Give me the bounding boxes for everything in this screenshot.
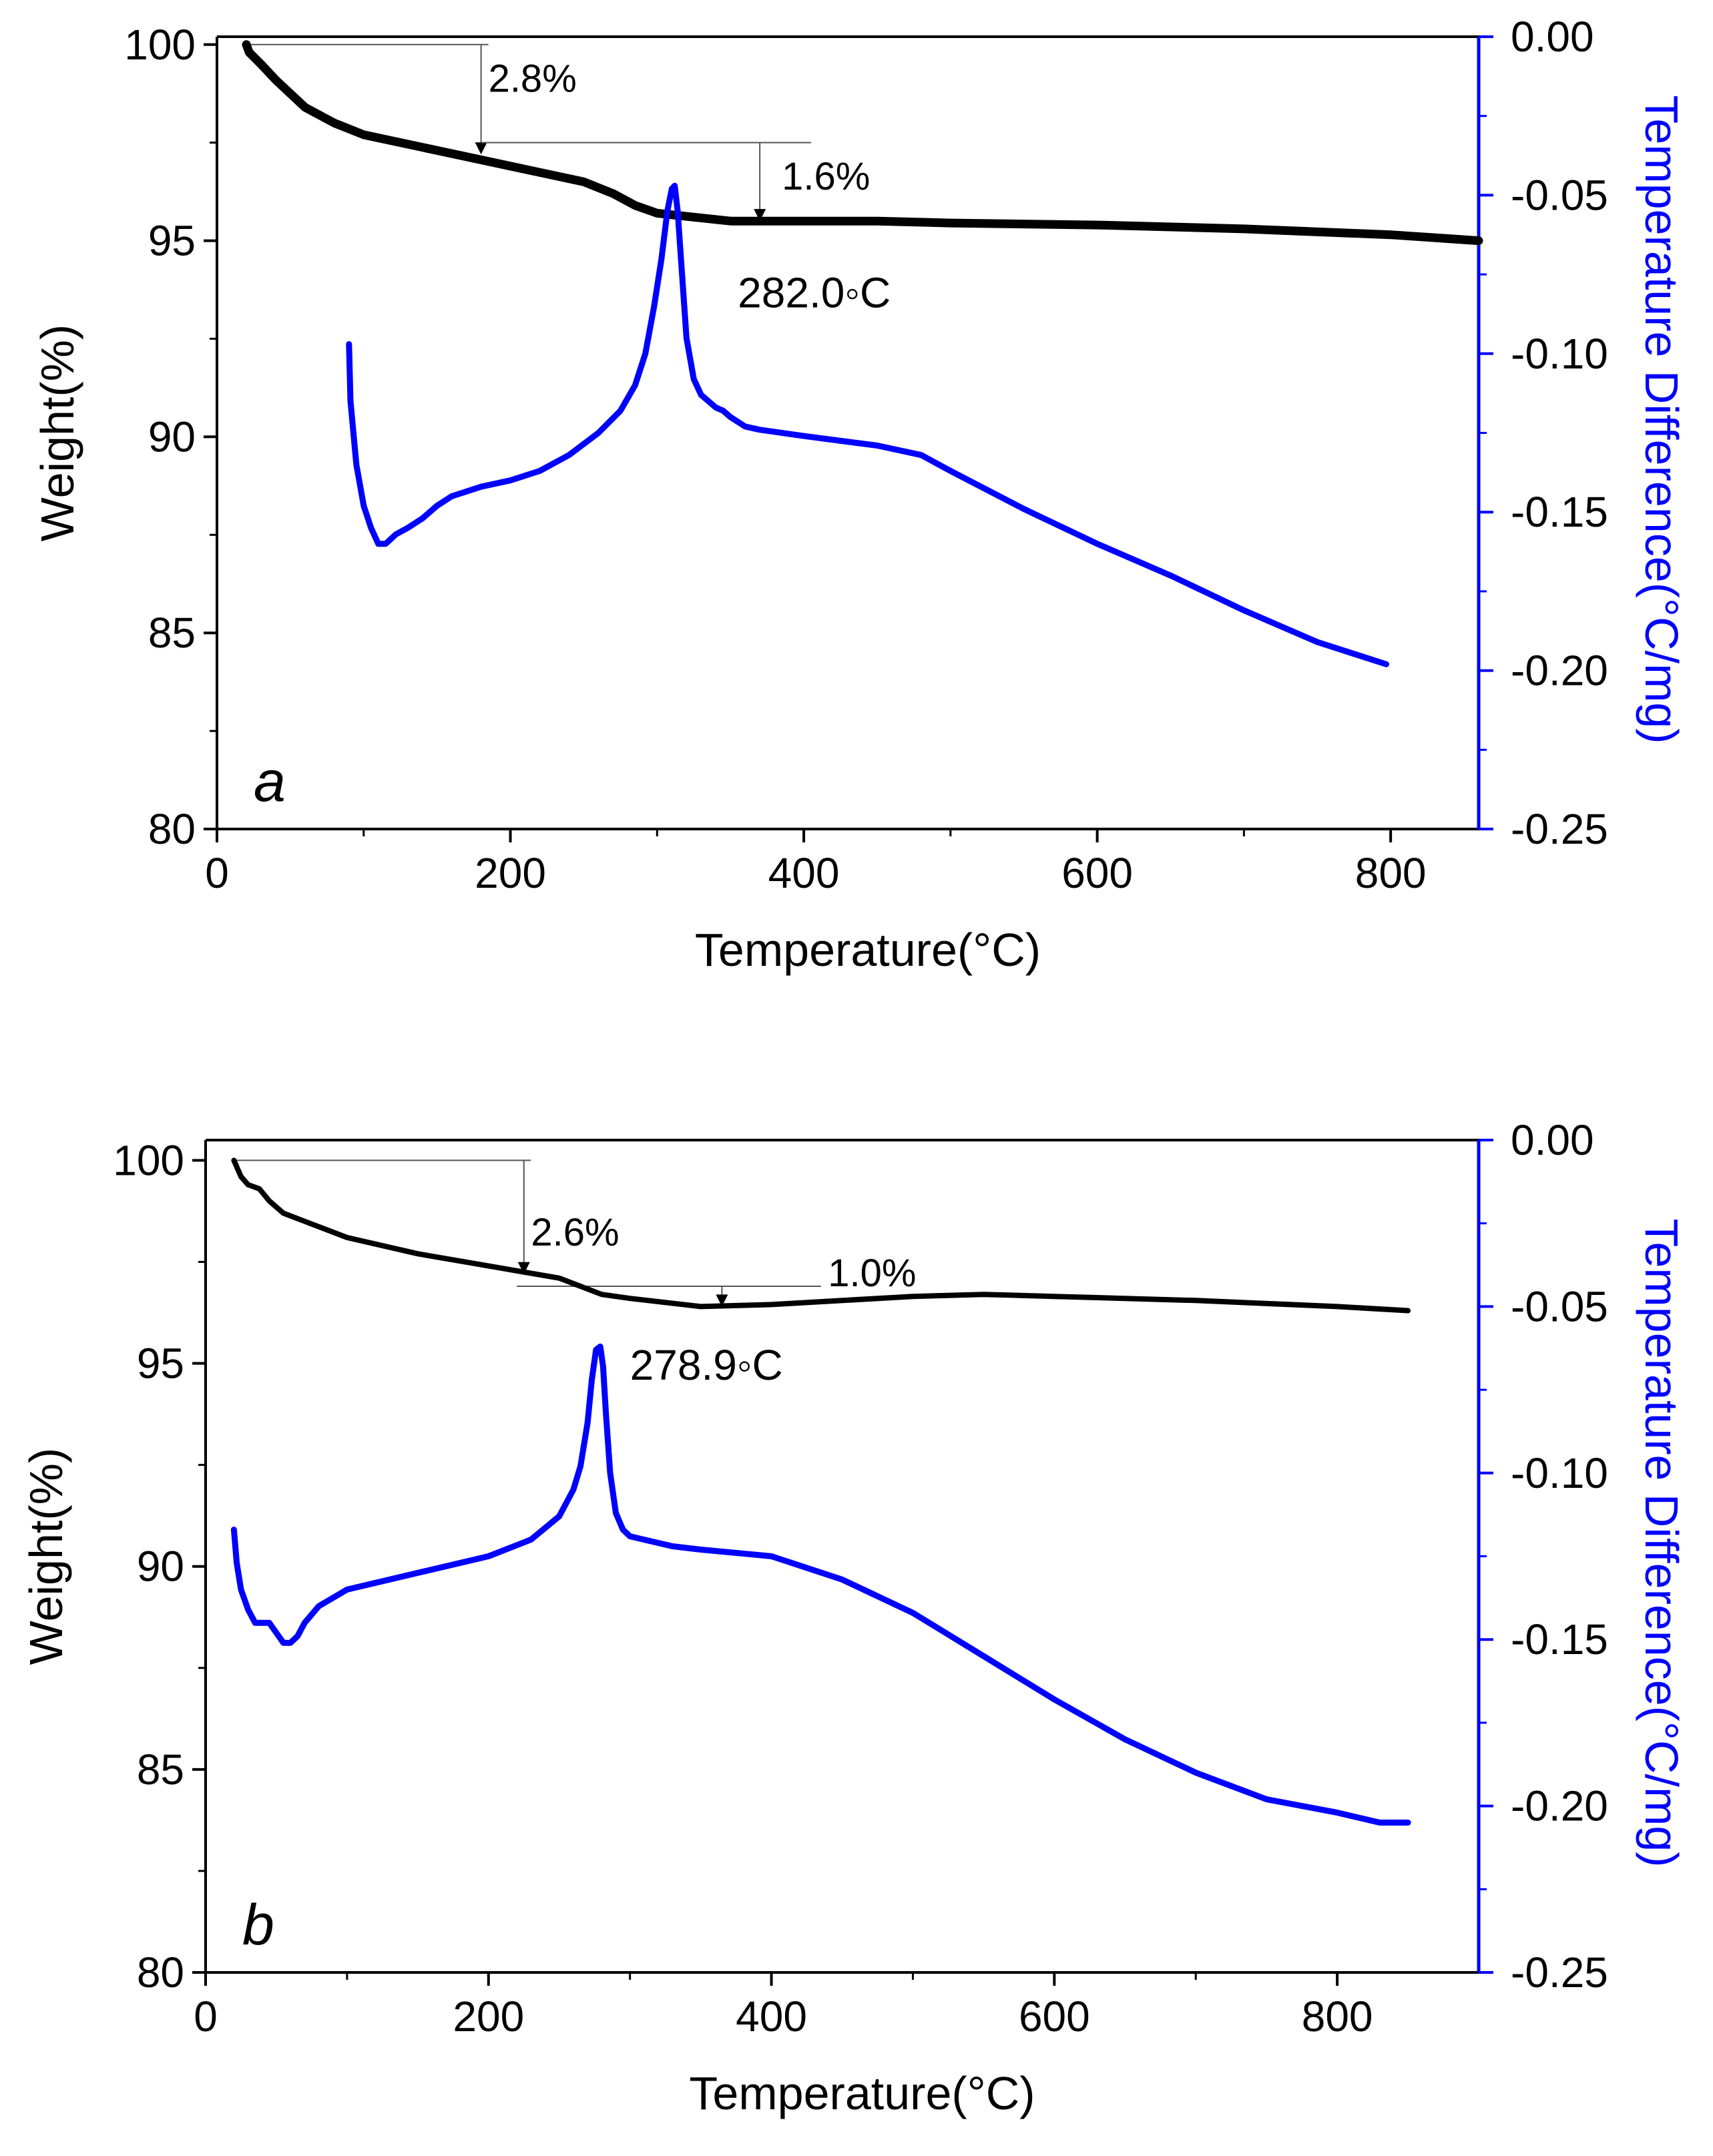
y-axis-title: Weight(%) — [20, 1448, 72, 1665]
weight-curve — [242, 40, 1483, 246]
x-tick-label: 800 — [1302, 1992, 1373, 2041]
y2-axis-title: Temperature Difference(°C/mg) — [1636, 1218, 1688, 1867]
chart-panel-a: 0 200 400 600 800 80 85 90 95 100 -0.25 -0.20 -0.15 -… — [31, 13, 1688, 976]
y2-tick-label: -0.20 — [1511, 647, 1608, 695]
y-tick-label: 95 — [137, 1340, 184, 1388]
weight-loss-step — [481, 142, 812, 222]
dta-curve — [346, 182, 1389, 667]
y2-tick-label: -0.25 — [1511, 805, 1608, 853]
x-tick-label: 800 — [1355, 849, 1427, 897]
y-axis-title: Weight(%) — [31, 324, 83, 541]
weight-loss-label: 1.6% — [782, 155, 870, 198]
y2-tick-label: -0.25 — [1511, 1948, 1608, 1996]
step-arrow-head — [475, 142, 487, 155]
y-tick-label: 80 — [137, 1948, 184, 1996]
y2-tick-label: 0.00 — [1511, 13, 1594, 61]
x-tick-label: 0 — [194, 1992, 218, 2041]
weight-loss-step — [246, 43, 489, 155]
weight-loss-label: 2.6% — [531, 1211, 619, 1254]
chart-panel-b: 0 200 400 600 800 80 85 90 95 100 -0.25 -0.20 -0.15 -… — [20, 1116, 1688, 2119]
y2-tick-label: -0.10 — [1511, 330, 1608, 378]
peak-temperature-label: 282.0◦C — [738, 268, 891, 316]
x-axis-title: Temperature(°C) — [689, 2067, 1035, 2119]
y2-tick-label: -0.15 — [1511, 1615, 1608, 1663]
y2-tick-label: -0.15 — [1511, 488, 1608, 536]
x-tick-label: 600 — [1019, 1992, 1090, 2041]
y2-axis-title: Temperature Difference(°C/mg) — [1636, 95, 1688, 744]
y-tick-label: 95 — [148, 217, 196, 265]
y-tick-label: 80 — [148, 805, 196, 853]
x-tick-label: 200 — [453, 1992, 524, 2041]
y-tick-label: 85 — [137, 1745, 184, 1794]
step-arrow-head — [517, 1262, 530, 1274]
step-arrow-head — [716, 1294, 728, 1307]
peak-temperature-label: 278.9◦C — [630, 1341, 783, 1389]
x-tick-label: 200 — [475, 849, 546, 897]
weight-loss-step — [234, 1159, 531, 1274]
dta-curve — [230, 1343, 1411, 1826]
weight-loss-label: 2.8% — [489, 57, 577, 100]
weight-curve — [231, 1157, 1411, 1314]
y2-tick-label: -0.10 — [1511, 1449, 1608, 1497]
y2-tick-label: -0.05 — [1511, 171, 1608, 219]
x-tick-label: 400 — [736, 1992, 807, 2041]
x-tick-label: 600 — [1061, 849, 1133, 897]
panel-letter: a — [254, 750, 286, 814]
y-tick-label: 85 — [148, 609, 196, 657]
x-tick-label: 400 — [768, 849, 840, 897]
weight-loss-label: 1.0% — [828, 1252, 916, 1295]
y2-tick-label: 0.00 — [1511, 1116, 1594, 1164]
y2-tick-label: -0.05 — [1511, 1282, 1608, 1330]
y-tick-label: 90 — [137, 1543, 184, 1591]
y-tick-label: 100 — [113, 1136, 184, 1184]
x-axis-title: Temperature(°C) — [695, 924, 1041, 976]
y-tick-label: 90 — [148, 413, 196, 461]
step-arrow-head — [754, 209, 766, 222]
x-tick-label: 0 — [205, 849, 229, 897]
weight-loss-step — [517, 1285, 821, 1307]
y-tick-label: 100 — [124, 21, 196, 69]
panel-letter: b — [242, 1893, 274, 1957]
y2-tick-label: -0.20 — [1511, 1782, 1608, 1830]
